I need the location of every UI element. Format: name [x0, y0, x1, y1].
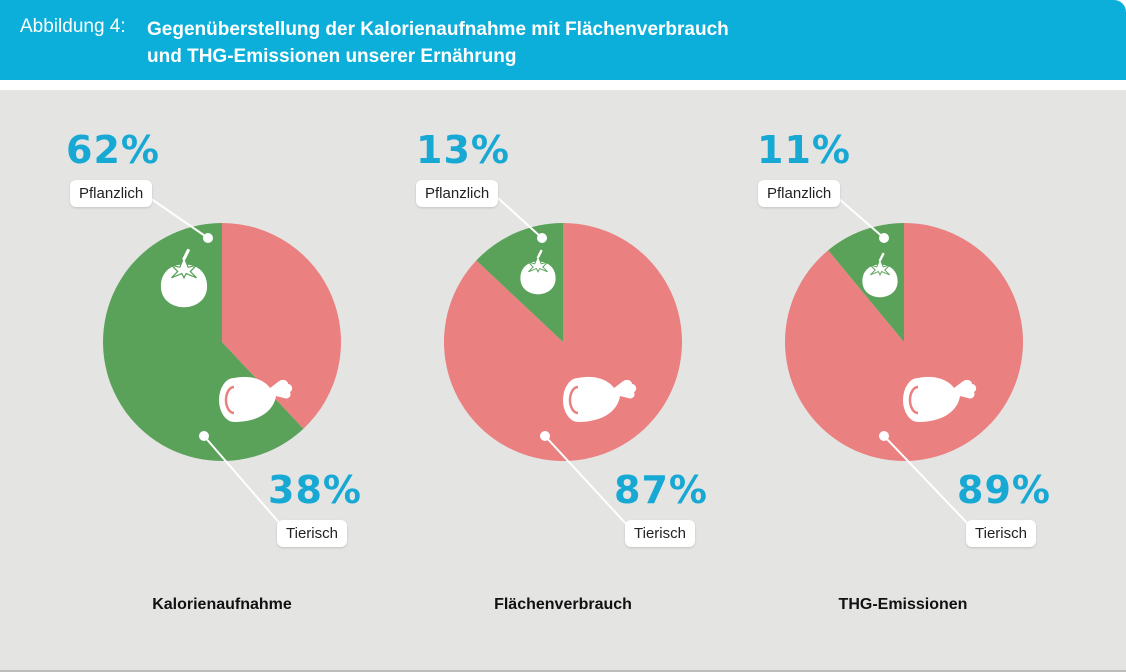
chart-1-animal-tag: Tierisch: [277, 520, 347, 547]
chart-1-animal-slice: [222, 223, 342, 429]
chart-2-plant-leader-line: [497, 197, 543, 239]
chart-3-animal-tag: Tierisch: [966, 520, 1036, 547]
chart-3-caption: THG-Emissionen: [838, 596, 968, 613]
pie-charts: [103, 197, 1024, 527]
chart-3-plant-leader-dot: [879, 233, 889, 243]
chart-2-plant-tag: Pflanzlich: [416, 180, 499, 207]
chart-3-animal-leader-line: [883, 435, 971, 527]
chart-3-plant-leader-line: [837, 197, 885, 239]
chart-3-animal-slice: [785, 223, 1024, 461]
chart-3-animal-value-label: 89%: [957, 468, 1051, 512]
chart-1-plant-leader-dot: [203, 233, 213, 243]
chart-1-animal-leader-dot: [199, 431, 209, 441]
chart-1-animal-value-label: 38%: [268, 468, 362, 512]
chart-2-caption: Flächenverbrauch: [494, 596, 632, 613]
chart-2-animal-tag: Tierisch: [625, 520, 695, 547]
chart-1-plant-value-label: 62%: [66, 128, 160, 172]
chart-2-animal-leader-line: [544, 435, 629, 527]
figure-header: Abbildung 4: Gegenüberstellung der Kalor…: [0, 0, 1126, 80]
chart-1-animal-leader-line: [203, 435, 283, 527]
chart-2-plant-leader-dot: [537, 233, 547, 243]
figure-title-line-2: und THG-Emissionen unserer Ernährung: [147, 46, 517, 67]
chart-3-plant-tag: Pflanzlich: [758, 180, 841, 207]
chart-3-plant-value-label: 11%: [757, 128, 851, 172]
figure-number: Abbildung 4:: [20, 16, 126, 37]
figure-title: Gegenüberstellung der Kalorienaufnahme m…: [147, 16, 807, 70]
chart-2-animal-slice: [444, 223, 683, 461]
chart-3-animal-leader-dot: [879, 431, 889, 441]
chart-1-plant-tag: Pflanzlich: [70, 180, 153, 207]
chart-1-plant-leader-line: [149, 197, 209, 239]
chart-2-animal-value-label: 87%: [614, 468, 708, 512]
chart-1-caption: Kalorienaufnahme: [152, 596, 292, 613]
chart-2-plant-value-label: 13%: [416, 128, 510, 172]
figure-title-line-1: Gegenüberstellung der Kalorienaufnahme m…: [147, 19, 729, 40]
chart-2-animal-leader-dot: [540, 431, 550, 441]
